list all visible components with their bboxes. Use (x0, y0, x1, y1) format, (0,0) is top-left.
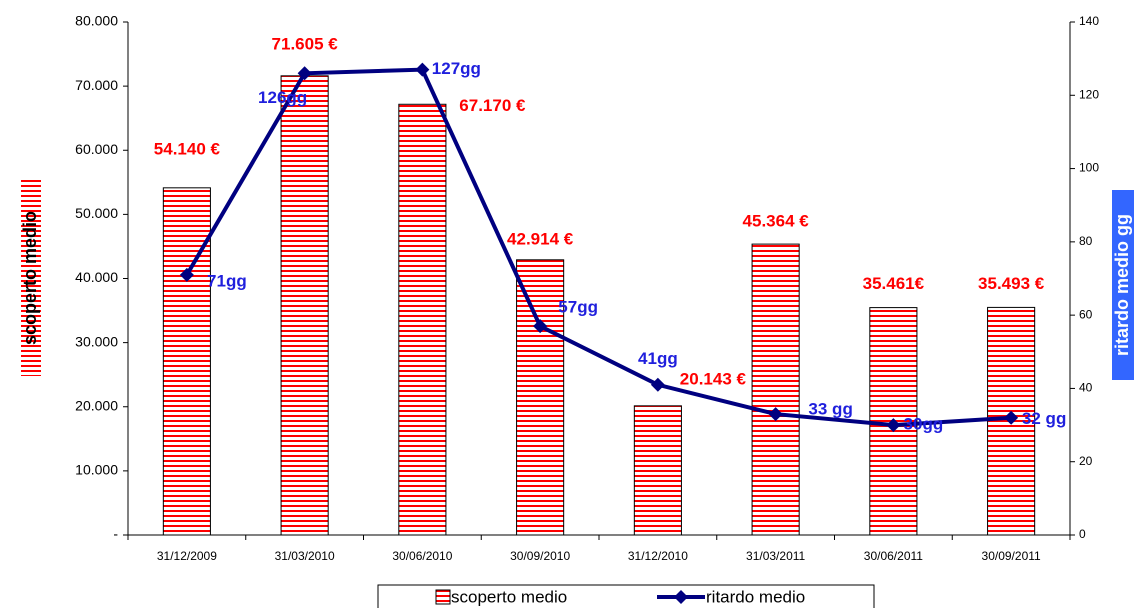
y2-tick-label: 140 (1079, 14, 1099, 28)
line-marker (297, 66, 312, 81)
y2-tick-label: 0 (1079, 527, 1086, 541)
line-value-label: 32 gg (1022, 409, 1066, 428)
y-tick-label: 70.000 (75, 77, 118, 93)
y2-tick-label: 100 (1079, 161, 1099, 175)
x-tick-label: 31/03/2010 (275, 549, 335, 563)
y2-tick-label: 20 (1079, 454, 1093, 468)
x-tick-label: 30/09/2011 (982, 549, 1041, 563)
bar (162, 187, 211, 536)
line-value-label: 41gg (638, 349, 678, 368)
legend-label: ritardo medio (706, 587, 805, 606)
y2-tick-label: 120 (1079, 87, 1099, 101)
x-tick-label: 30/06/2011 (864, 549, 923, 563)
legend-marker (674, 590, 688, 604)
y2-tick-label: 40 (1079, 381, 1093, 395)
line-value-label: 71gg (207, 271, 247, 290)
line-marker (415, 62, 430, 77)
x-tick-label: 30/09/2010 (510, 549, 570, 563)
y2-tick-label: 60 (1079, 307, 1093, 321)
line-marker (1004, 410, 1019, 425)
bar (280, 75, 329, 536)
line-marker (650, 377, 665, 392)
y-tick-label: 80.000 (75, 13, 118, 29)
line-value-label: 33 gg (808, 400, 852, 419)
y-tick-label: 10.000 (75, 462, 118, 478)
line-value-label: 57gg (558, 298, 598, 317)
bar (751, 243, 800, 536)
line-marker (886, 418, 901, 433)
line-value-label: 30gg (904, 415, 944, 434)
bar-value-label: 20.143 € (680, 369, 747, 388)
y-tick-label: 50.000 (75, 205, 118, 221)
line-value-label: 126gg (258, 88, 307, 107)
line-value-label: 127gg (432, 59, 481, 78)
x-tick-label: 30/06/2010 (392, 549, 452, 563)
y-tick-label: 40.000 (75, 269, 118, 285)
x-tick-label: 31/12/2010 (628, 549, 688, 563)
bar (516, 259, 565, 536)
y-axis-title: scoperto medio (20, 211, 40, 345)
legend-swatch (435, 589, 451, 605)
line-marker (533, 319, 548, 334)
bar-value-label: 67.170 € (459, 96, 526, 115)
bar-value-label: 35.493 € (978, 274, 1045, 293)
y-tick-label: - (113, 526, 118, 542)
y-label-bg (21, 180, 41, 376)
y2-label-bg (1112, 190, 1134, 380)
bar-value-label: 35.461€ (863, 274, 925, 293)
bar (398, 103, 447, 536)
legend-box (377, 584, 875, 608)
y-tick-label: 60.000 (75, 141, 118, 157)
bar-value-label: 71.605 € (272, 34, 339, 53)
x-tick-label: 31/12/2009 (157, 549, 217, 563)
bar (633, 405, 682, 536)
bar-value-label: 54.140 € (154, 139, 221, 158)
y2-axis-title: ritardo medio gg (1112, 214, 1132, 356)
y2-tick-label: 80 (1079, 234, 1093, 248)
y-tick-label: 20.000 (75, 397, 118, 413)
y-tick-label: 30.000 (75, 333, 118, 349)
x-tick-label: 31/03/2011 (746, 549, 805, 563)
line-marker (768, 407, 783, 422)
legend-label: scoperto medio (451, 587, 567, 606)
line-marker (179, 267, 194, 282)
bar-value-label: 42.914 € (507, 229, 574, 248)
line (185, 67, 1012, 428)
bar-value-label: 45.364 € (743, 212, 810, 231)
